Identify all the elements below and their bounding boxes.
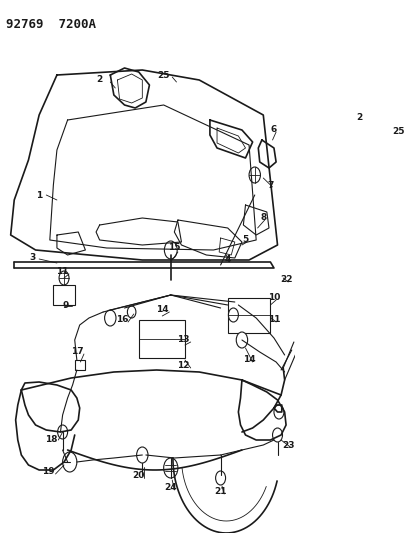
Circle shape xyxy=(164,241,177,259)
Text: 10: 10 xyxy=(267,294,280,303)
Text: 11: 11 xyxy=(267,316,280,325)
Text: 11: 11 xyxy=(56,268,69,277)
Text: 1: 1 xyxy=(36,190,42,199)
Text: 25: 25 xyxy=(157,70,169,79)
Text: 24: 24 xyxy=(164,483,177,492)
Text: 12: 12 xyxy=(177,360,190,369)
Text: 2: 2 xyxy=(355,114,362,123)
Text: 14: 14 xyxy=(242,356,255,365)
Text: 17: 17 xyxy=(70,348,83,357)
Text: 2: 2 xyxy=(96,76,102,85)
Text: 8: 8 xyxy=(259,214,266,222)
Text: 15: 15 xyxy=(168,244,180,253)
Text: 6: 6 xyxy=(270,125,276,134)
Circle shape xyxy=(104,310,116,326)
Text: 5: 5 xyxy=(242,236,248,245)
Text: 14: 14 xyxy=(156,305,168,314)
Text: 25: 25 xyxy=(391,127,404,136)
Text: 3: 3 xyxy=(29,253,35,262)
Text: 7: 7 xyxy=(266,181,273,190)
Text: 92769  7200A: 92769 7200A xyxy=(6,18,95,31)
Text: 21: 21 xyxy=(214,488,226,497)
Text: 16: 16 xyxy=(116,316,128,325)
Text: 18: 18 xyxy=(45,435,57,445)
Text: 20: 20 xyxy=(132,471,145,480)
Text: 19: 19 xyxy=(42,467,55,477)
Text: 22: 22 xyxy=(279,276,292,285)
Circle shape xyxy=(228,308,238,322)
Text: 23: 23 xyxy=(281,440,294,449)
Text: 9: 9 xyxy=(62,301,69,310)
Text: 4: 4 xyxy=(224,255,230,264)
Text: 13: 13 xyxy=(177,335,190,344)
Circle shape xyxy=(236,332,247,348)
